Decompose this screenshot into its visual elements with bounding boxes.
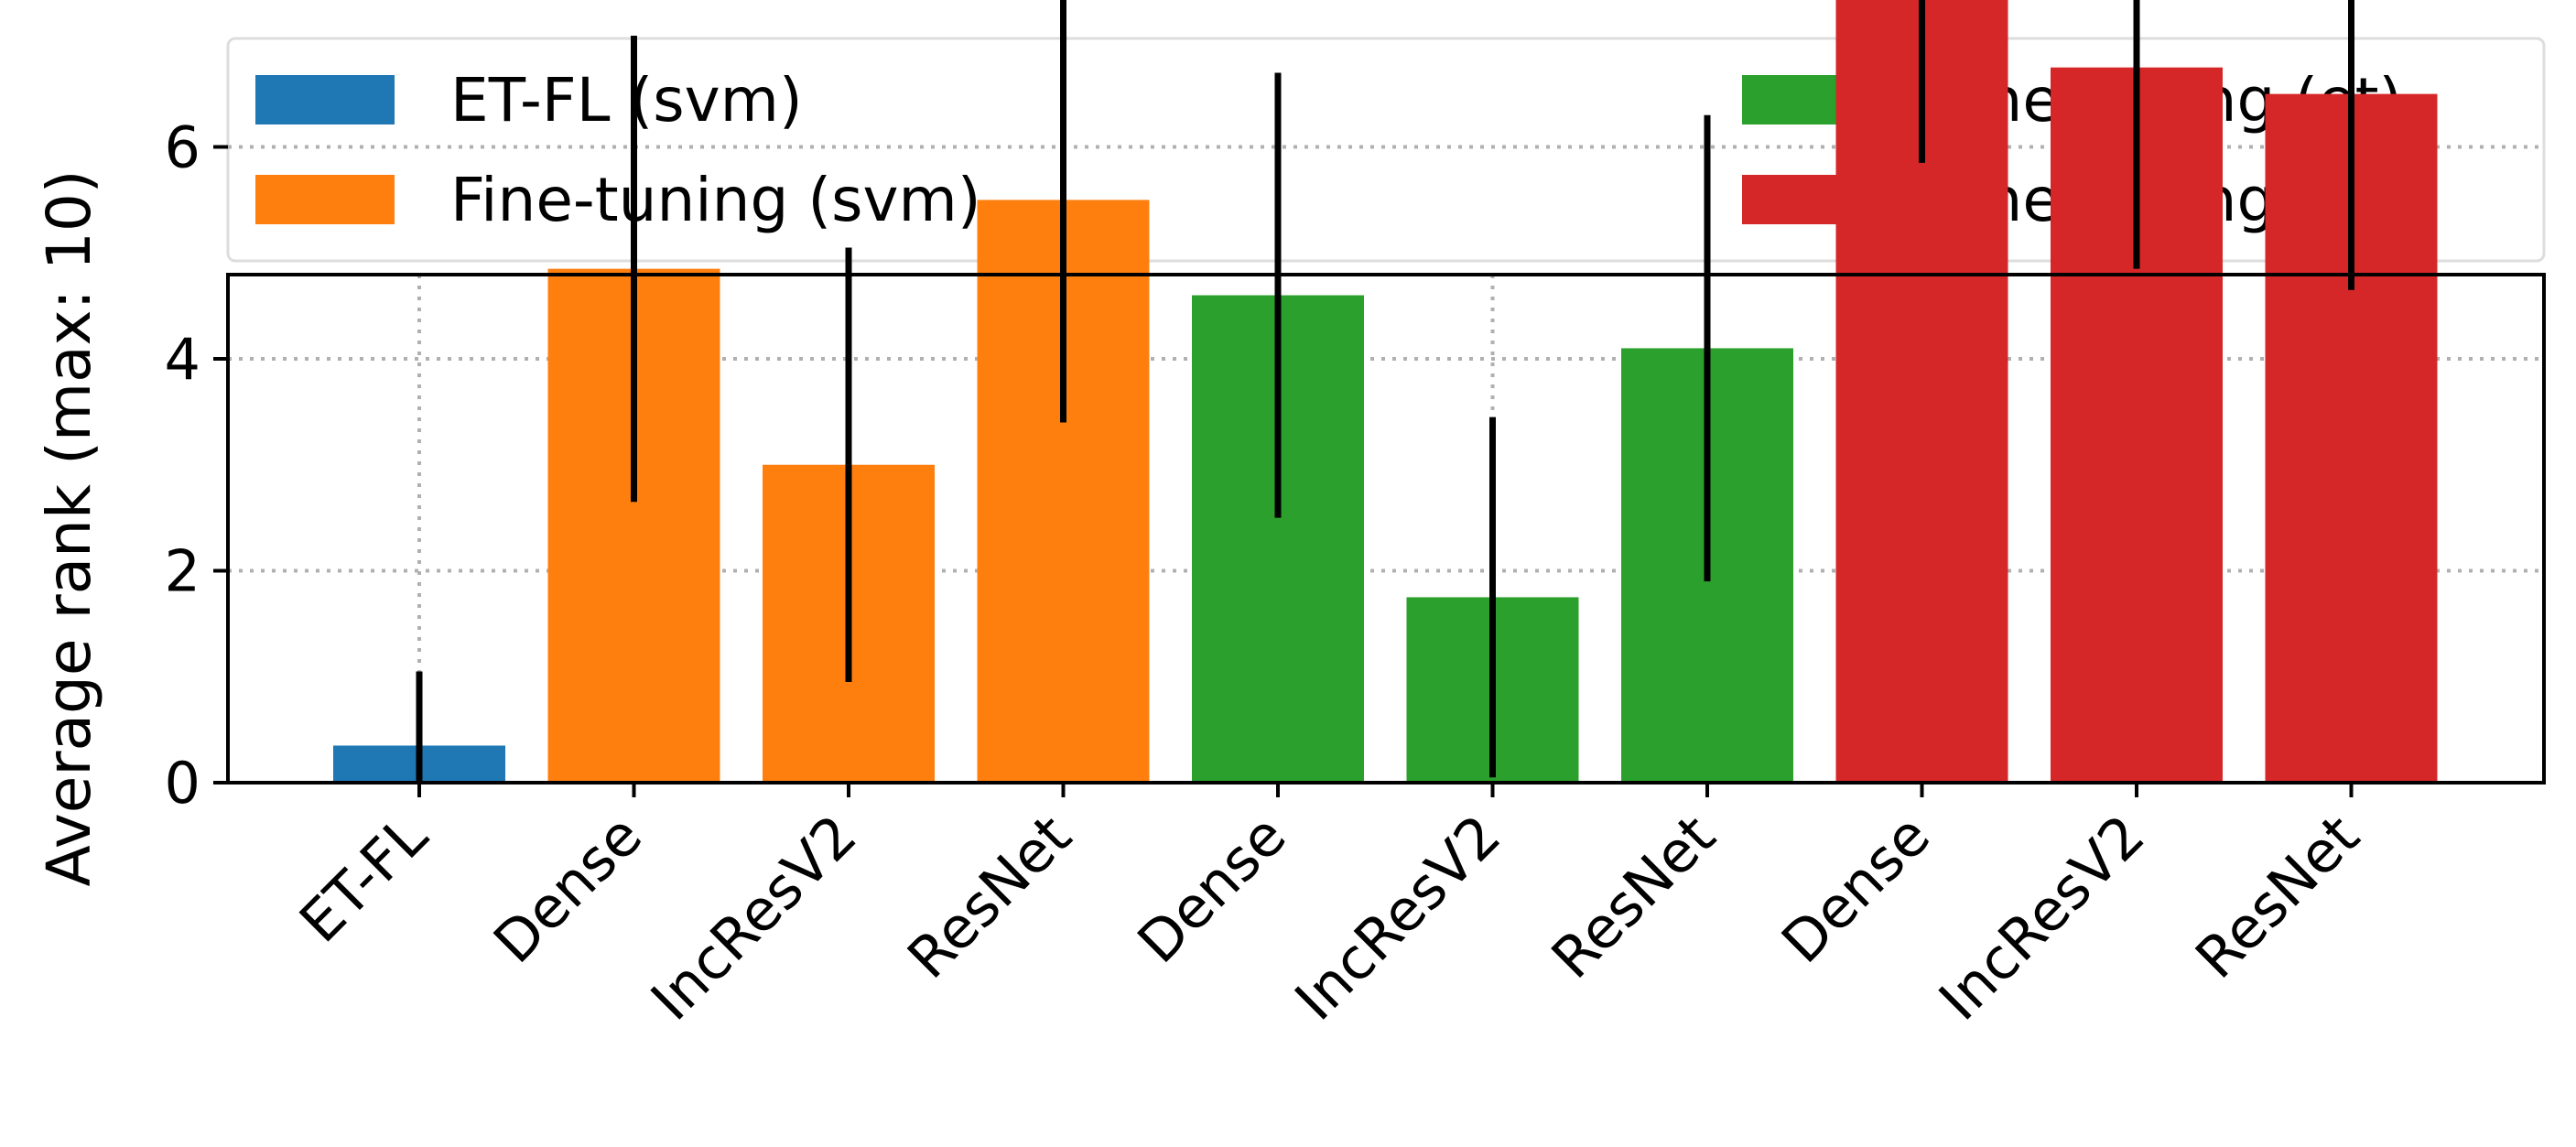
legend-label: ET-FL (svm) xyxy=(450,65,803,135)
y-axis-title: Average rank (max: 10) xyxy=(34,169,104,886)
y-axis: 02468 xyxy=(165,114,228,817)
y-tick-label: 4 xyxy=(165,326,200,393)
y-tick-label: 2 xyxy=(165,538,200,605)
legend-swatch xyxy=(255,175,395,224)
x-tick-label: ET-FL xyxy=(287,802,440,956)
plot-frame xyxy=(226,273,2546,785)
x-tick-label: IncResV2 xyxy=(1926,802,2158,1033)
error-bars xyxy=(416,0,2354,783)
x-tick-label: Dense xyxy=(481,802,655,976)
legend-label: Fine-tuning (svm) xyxy=(450,165,981,235)
legend-swatch xyxy=(255,75,395,124)
x-tick-label: ResNet xyxy=(2182,802,2372,991)
y-tick-label: 6 xyxy=(165,114,200,181)
x-tick-label: ResNet xyxy=(1539,802,1728,991)
x-tick-label: Dense xyxy=(1769,802,1943,976)
x-tick-label: IncResV2 xyxy=(1282,802,1513,1033)
x-tick-label: IncResV2 xyxy=(638,802,870,1033)
x-tick-label: ResNet xyxy=(894,802,1084,991)
y-tick-label: 0 xyxy=(165,750,200,817)
x-tick-label: Dense xyxy=(1125,802,1299,976)
